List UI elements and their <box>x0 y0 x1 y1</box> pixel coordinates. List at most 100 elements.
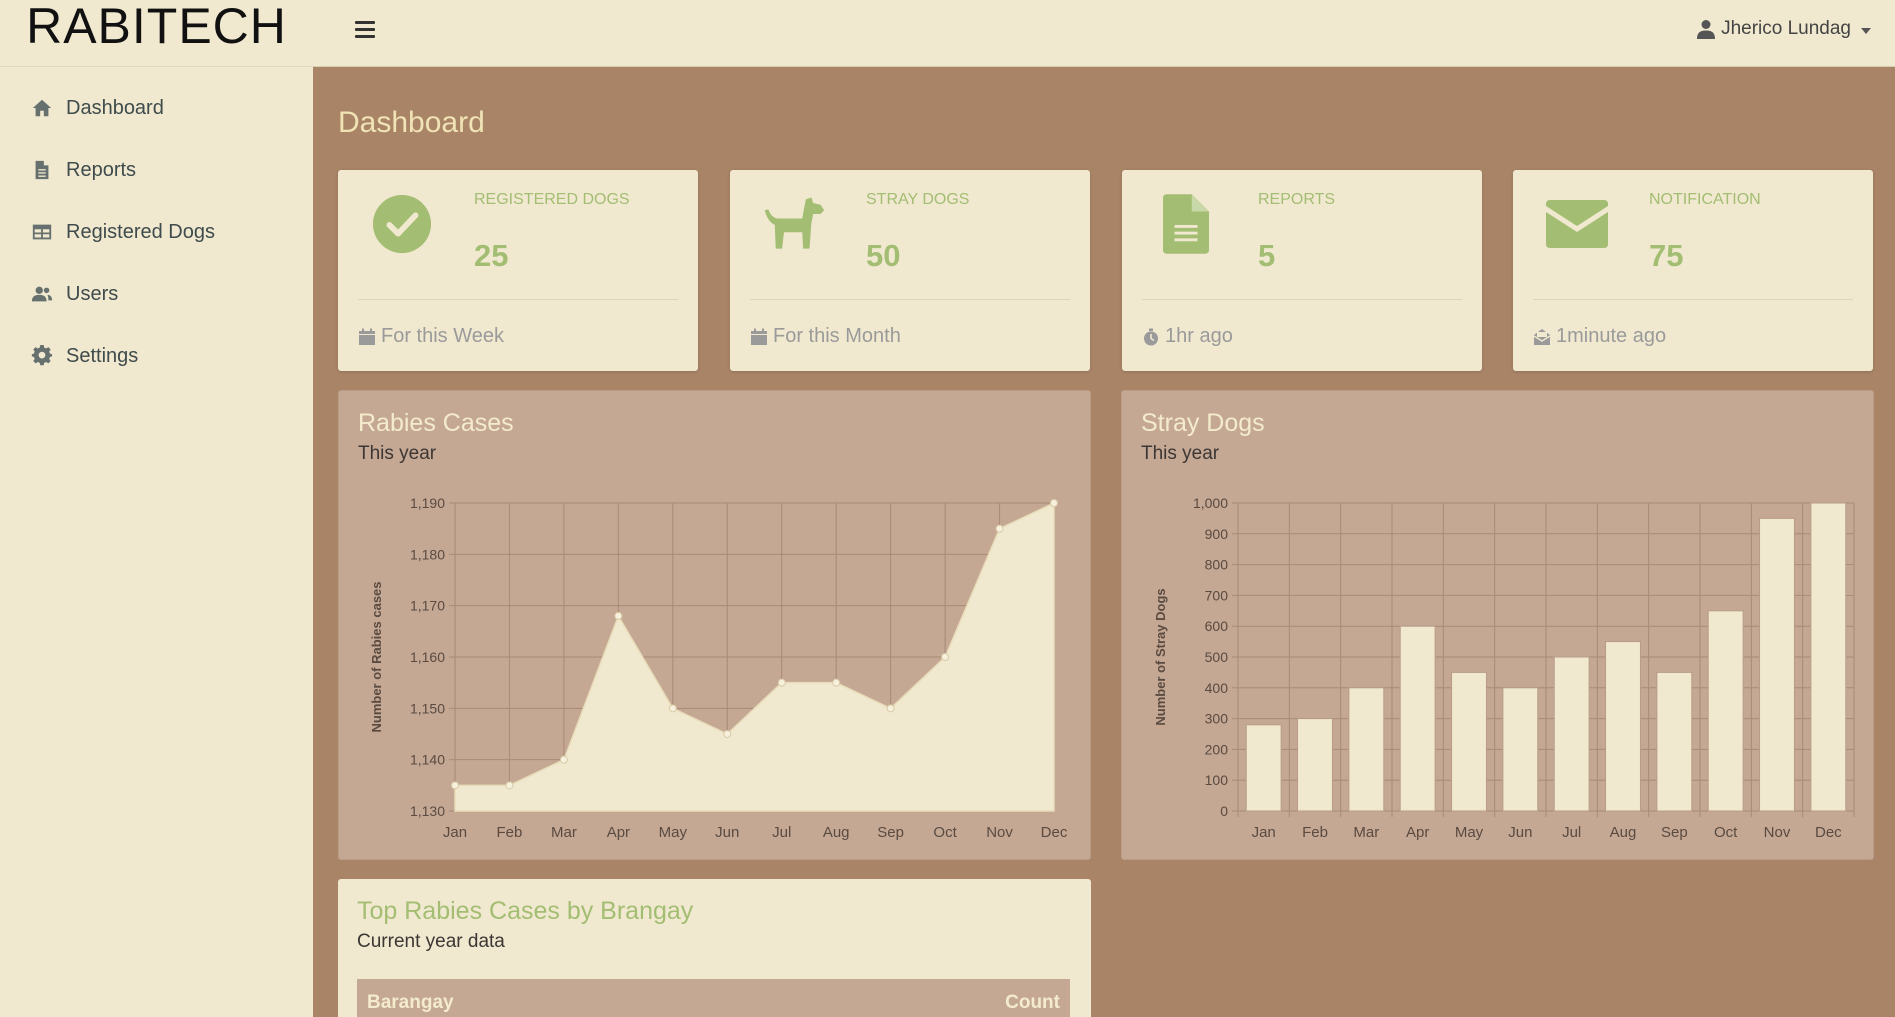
bar <box>1707 610 1744 812</box>
stat-label: STRAY DOGS <box>866 191 970 208</box>
y-tick-label: 1,160 <box>410 649 445 665</box>
page-title: Dashboard <box>338 106 485 139</box>
x-tick-label: Nov <box>986 824 1013 841</box>
sidebar-item-label: Users <box>66 282 119 305</box>
sidebar-item-users[interactable]: Users <box>0 263 313 325</box>
x-tick-label: Mar <box>551 824 577 841</box>
x-tick-label: Jan <box>443 824 467 841</box>
stray-dogs-bar-chart: 0 100 200 300 400 500 600 700 800 900 1,000 Jan Feb M… <box>1153 495 1855 841</box>
x-tick-label: Apr <box>1406 824 1429 841</box>
sidebar-item-label: Registered Dogs <box>66 220 215 243</box>
y-tick-label: 400 <box>1205 680 1229 696</box>
data-point <box>941 653 950 661</box>
users-icon <box>30 282 54 306</box>
y-tick-label: 1,180 <box>410 546 445 562</box>
x-tick-label: Jun <box>715 824 739 841</box>
sidebar-item-dashboard[interactable]: Dashboard <box>0 77 313 139</box>
y-tick-label: 1,150 <box>410 700 445 716</box>
column-header-count[interactable]: Count <box>775 979 1070 1017</box>
data-point <box>886 704 895 713</box>
bar <box>1451 671 1487 812</box>
stat-value: 75 <box>1649 238 1684 273</box>
y-tick-label: 1,140 <box>410 752 445 768</box>
x-tick-label: Sep <box>1661 824 1688 841</box>
envelope-icon <box>1545 192 1609 256</box>
chart-subtitle: This year <box>358 443 437 464</box>
x-tick-label: Aug <box>823 824 850 841</box>
top-rabies-cases-card: Top Rabies Cases by Brangay Current year… <box>338 879 1091 1017</box>
stat-value: 25 <box>474 238 509 273</box>
table-header-row: Barangay Count <box>357 979 1070 1017</box>
stopwatch-icon <box>1144 328 1158 345</box>
data-point <box>995 524 1004 533</box>
brand-logo[interactable]: RABITECH <box>0 0 313 67</box>
x-tick-label: Jul <box>1562 824 1581 841</box>
x-tick-label: Oct <box>1714 824 1738 841</box>
column-header-barangay[interactable]: Barangay <box>357 979 776 1017</box>
file-icon <box>30 158 54 182</box>
stat-footer: 1minute ago <box>1533 325 1666 348</box>
y-tick-label: 0 <box>1220 803 1228 819</box>
x-tick-label: Nov <box>1764 824 1791 841</box>
rabies-cases-line-chart: 1,130 1,140 1,150 1,160 1,170 1,180 1,190 Jan Fe… <box>369 495 1068 841</box>
y-tick-label: 200 <box>1205 741 1229 757</box>
sidebar-item-reports[interactable]: Reports <box>0 139 313 201</box>
y-tick-label: 1,190 <box>410 495 445 511</box>
sidebar-item-label: Dashboard <box>66 96 164 119</box>
divider <box>1142 299 1462 300</box>
user-icon <box>1697 20 1716 39</box>
hamburger-icon <box>355 34 375 38</box>
sidebar-item-label: Reports <box>66 158 137 181</box>
hamburger-icon <box>355 27 375 31</box>
menu-toggle-button[interactable] <box>355 18 375 40</box>
y-tick-label: 500 <box>1205 649 1229 665</box>
y-tick-label: 1,170 <box>410 598 445 614</box>
bar <box>1502 687 1539 812</box>
chart-title: Stray Dogs <box>1141 409 1265 437</box>
stat-card-registered-dogs: REGISTERED DOGS 25 For this Week <box>338 170 698 371</box>
data-point <box>614 611 623 620</box>
y-tick-label: 300 <box>1205 711 1229 727</box>
calendar-icon <box>751 328 767 345</box>
stat-footer-text: For this Month <box>773 325 901 347</box>
y-tick-label: 900 <box>1205 526 1229 542</box>
chevron-down-icon <box>1861 27 1871 34</box>
top-bar: Jherico Lundag <box>313 0 1895 67</box>
stat-footer-text: 1minute ago <box>1556 325 1667 347</box>
bar <box>1759 517 1795 812</box>
stat-footer: For this Month <box>750 325 901 348</box>
envelope-open-icon <box>1533 328 1551 345</box>
chart-subtitle: This year <box>1141 443 1220 464</box>
y-axis-label: Number of Stray Dogs <box>1153 588 1168 725</box>
sidebar-item-registered-dogs[interactable]: Registered Dogs <box>0 201 313 263</box>
data-point <box>723 730 732 738</box>
bar <box>1605 641 1641 812</box>
x-tick-label: Sep <box>877 824 904 841</box>
barangay-table: Barangay Count <box>357 979 1070 1017</box>
data-point <box>832 678 841 687</box>
bar <box>1810 502 1847 812</box>
user-name: Jherico Lundag <box>1721 18 1851 39</box>
brand-name: RABITECH <box>26 0 287 54</box>
x-tick-label: Dec <box>1041 824 1068 841</box>
stat-footer-text: For this Week <box>381 325 504 347</box>
user-menu-dropdown[interactable]: Jherico Lundag <box>1697 18 1871 40</box>
sidebar: RABITECH Dashboard Reports Registered Do… <box>0 0 313 1017</box>
calendar-icon <box>359 328 375 345</box>
sidebar-nav: Dashboard Reports Registered Dogs Users … <box>0 67 313 387</box>
x-tick-label: May <box>659 824 688 841</box>
sidebar-item-label: Settings <box>66 344 139 367</box>
x-tick-label: Dec <box>1815 824 1842 841</box>
chart-title: Rabies Cases <box>358 409 514 437</box>
bar <box>1297 718 1333 812</box>
sidebar-item-settings[interactable]: Settings <box>0 325 313 387</box>
stat-label: REPORTS <box>1258 191 1336 208</box>
data-point <box>668 704 677 713</box>
y-tick-label: 800 <box>1205 557 1229 573</box>
y-tick-label: 600 <box>1205 618 1229 634</box>
stat-label: REGISTERED DOGS <box>474 191 630 208</box>
divider <box>750 299 1070 300</box>
stat-footer: For this Week <box>358 325 504 348</box>
divider <box>358 299 678 300</box>
table-subtitle: Current year data <box>357 931 505 952</box>
